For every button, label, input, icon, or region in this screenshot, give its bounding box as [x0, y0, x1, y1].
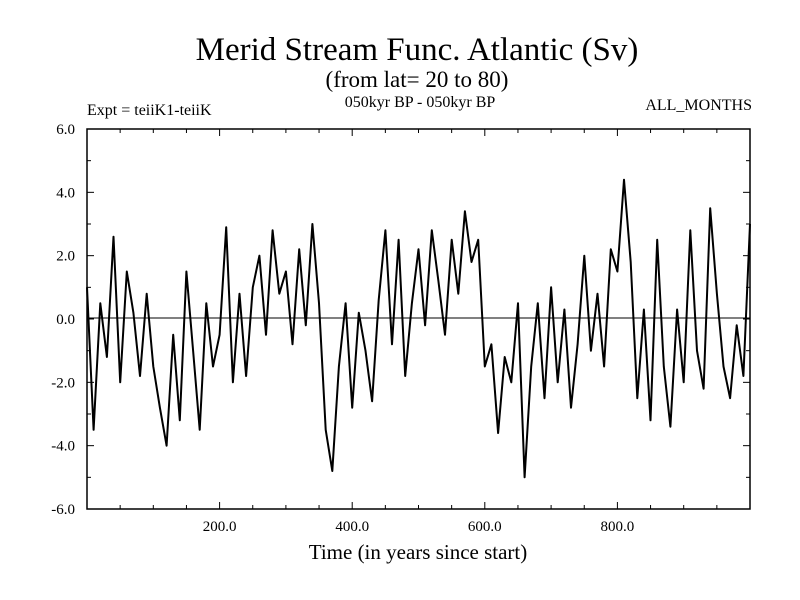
y-tick-label: -2.0 — [51, 375, 75, 391]
period-label: 050kyr BP - 050kyr BP — [345, 94, 496, 111]
y-tick-label: 4.0 — [56, 185, 75, 201]
y-tick-label: 0.0 — [56, 312, 75, 328]
chart-subtitle: (from lat= 20 to 80) — [326, 67, 509, 92]
y-tick-label: 2.0 — [56, 249, 75, 265]
chart-title: Merid Stream Func. Atlantic (Sv) — [196, 32, 639, 68]
y-tick-label: -6.0 — [51, 502, 75, 518]
x-tick-label: 600.0 — [468, 519, 502, 535]
x-axis-label: Time (in years since start) — [309, 540, 528, 564]
y-tick-label: 6.0 — [56, 122, 75, 138]
y-tick-label: -4.0 — [51, 439, 75, 455]
months-label: ALL_MONTHS — [645, 97, 752, 114]
series-line — [86, 178, 751, 479]
x-tick-label: 400.0 — [335, 519, 369, 535]
x-tick-label: 800.0 — [601, 519, 635, 535]
experiment-label: Expt = teiiK1-teiiK — [87, 102, 212, 119]
plot-frame — [86, 128, 751, 510]
x-tick-label: 200.0 — [203, 519, 237, 535]
